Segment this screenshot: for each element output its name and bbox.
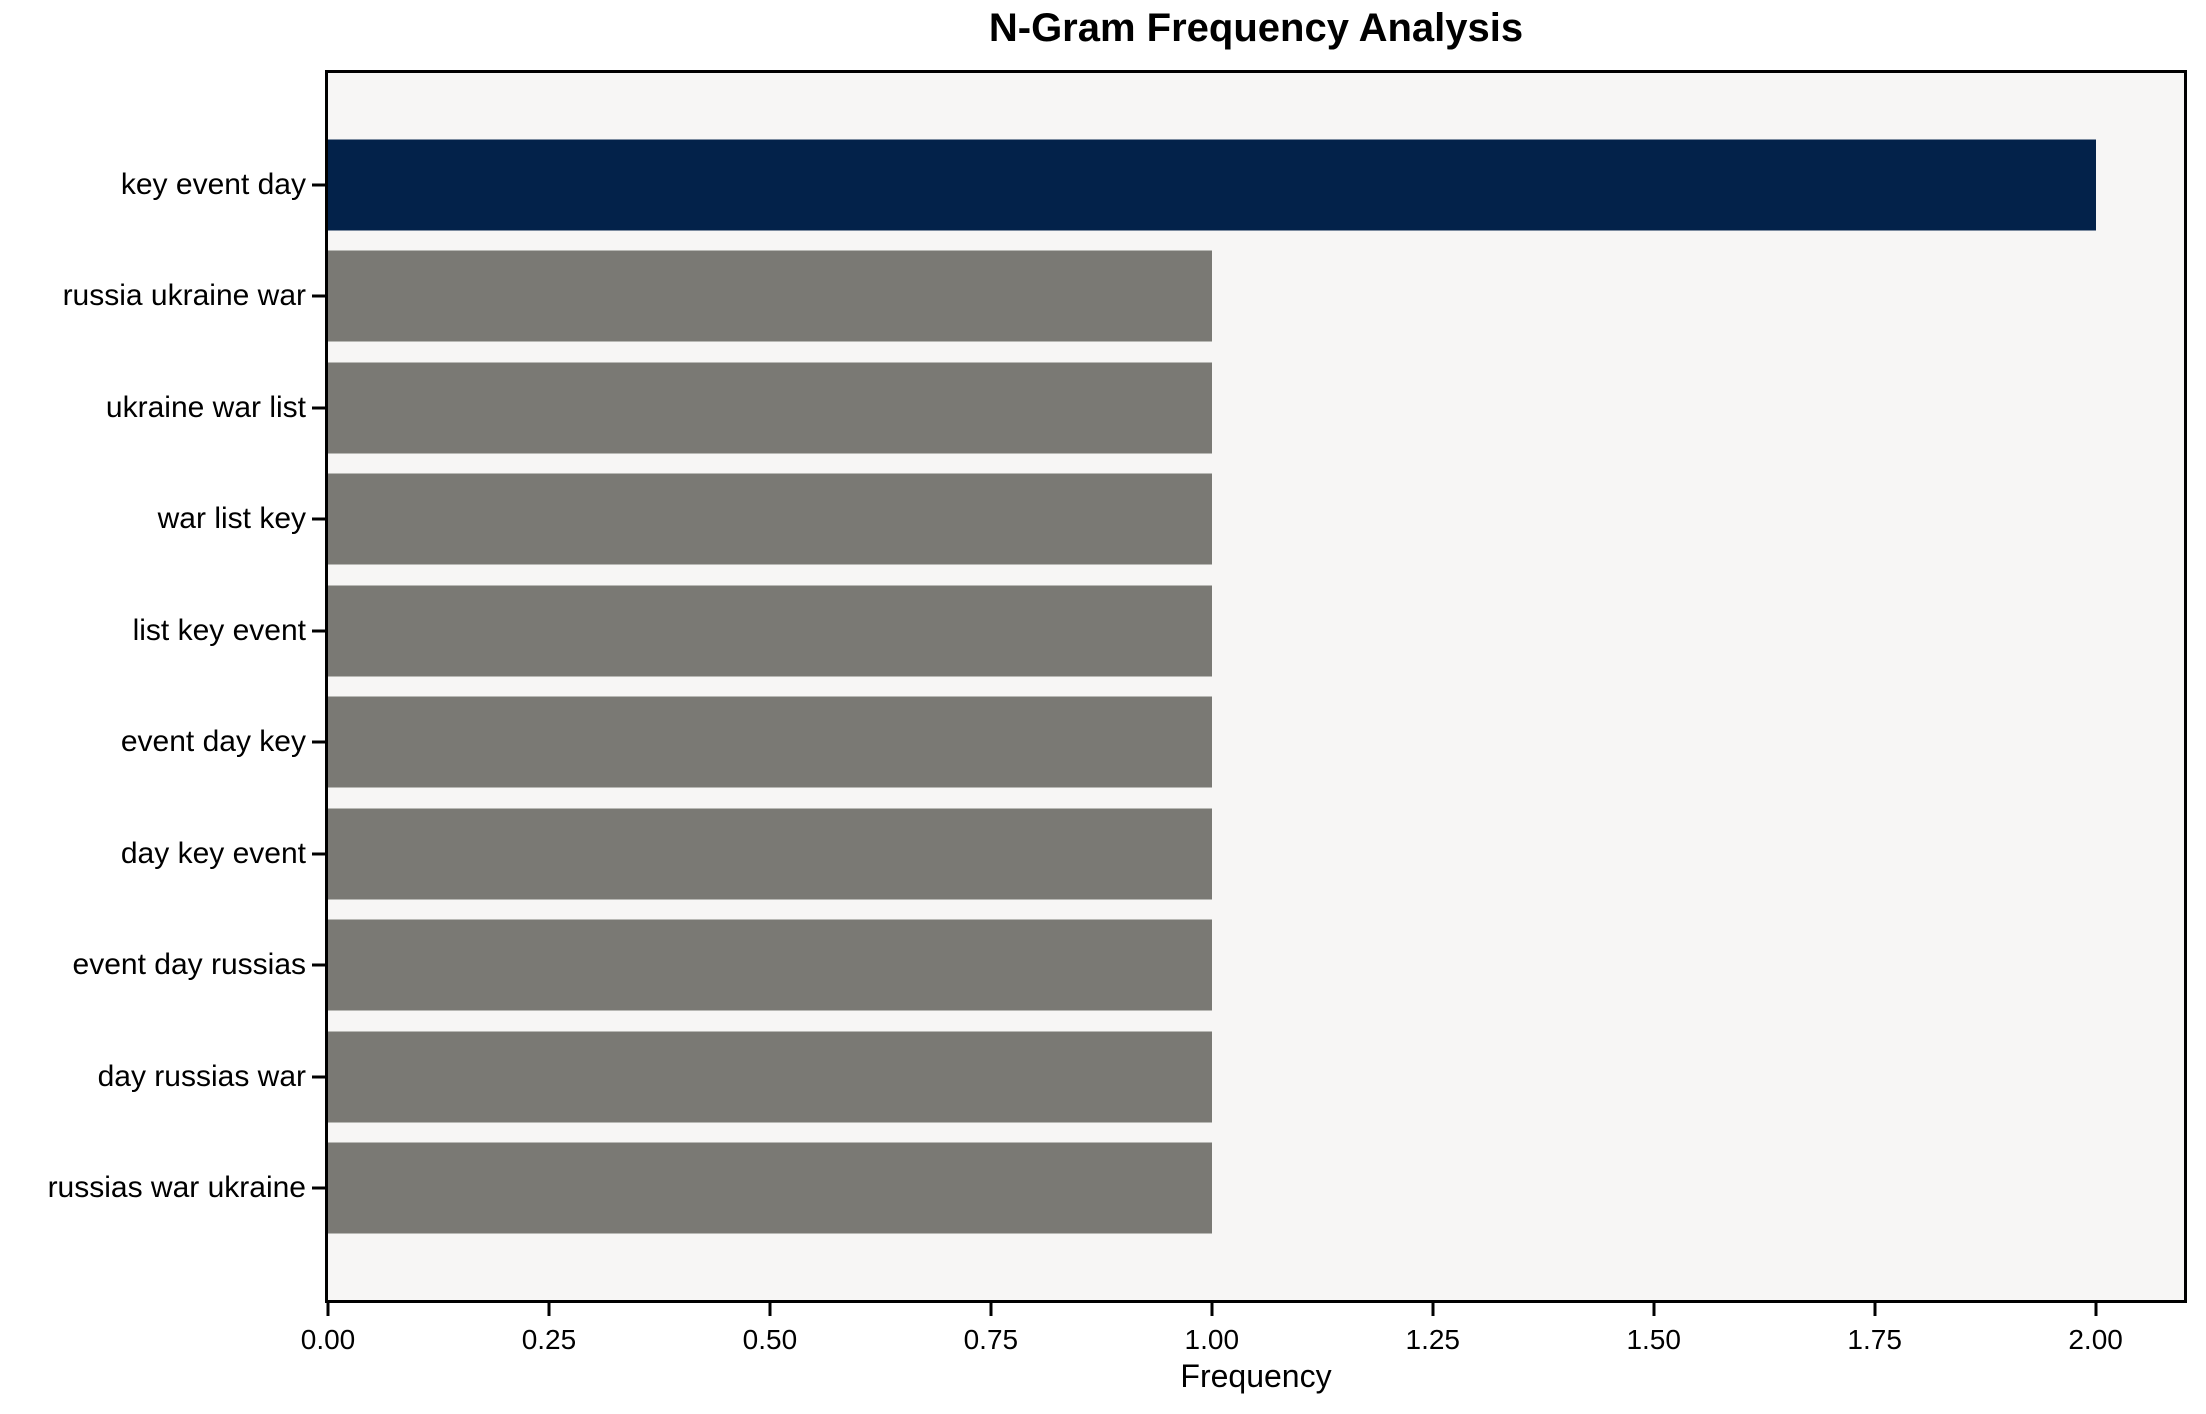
- x-tick-mark: [326, 1303, 330, 1316]
- y-tick-label: war list key: [157, 502, 306, 536]
- y-tick-label: russias war ukraine: [47, 1171, 306, 1205]
- bar: [328, 250, 1212, 342]
- x-tick-mark: [2094, 1303, 2098, 1316]
- y-tick-label: list key event: [132, 613, 306, 647]
- bar-row: russias war ukraine: [48, 1133, 2184, 1245]
- y-tick-mark: [312, 406, 325, 410]
- x-tick-label: 1.00: [1184, 1324, 1240, 1355]
- y-tick-label: day russias war: [97, 1059, 306, 1093]
- bar-row: event day russias: [73, 910, 2184, 1022]
- bar: [328, 1031, 1212, 1123]
- x-tick-label: 1.50: [1626, 1324, 1681, 1355]
- bar-row: event day key: [121, 687, 2184, 799]
- bar: [328, 919, 1212, 1011]
- x-tick-label: 0.00: [300, 1324, 356, 1355]
- bar: [328, 473, 1212, 565]
- bar: [328, 362, 1212, 454]
- x-tick-mark: [989, 1303, 993, 1316]
- bars-container: key event day russia ukraine war ukraine w…: [48, 73, 2184, 1300]
- x-tick-mark: [547, 1303, 551, 1316]
- y-tick-mark: [312, 629, 325, 633]
- y-tick-mark: [312, 294, 325, 298]
- bar-row: ukraine war list: [106, 352, 2184, 464]
- y-tick-mark: [312, 740, 325, 744]
- x-tick-mark: [1431, 1303, 1435, 1316]
- y-tick-label: event day key: [120, 725, 306, 759]
- y-tick-label: russia ukraine war: [62, 279, 306, 313]
- y-tick-label: event day russias: [72, 948, 306, 982]
- bar: [328, 808, 1212, 900]
- x-tick-label: 2.00: [2068, 1324, 2123, 1355]
- x-tick-mark: [1210, 1303, 1214, 1316]
- bar: [328, 696, 1212, 788]
- bar-row: list key event: [133, 575, 2184, 687]
- x-tick-mark: [768, 1303, 772, 1316]
- bar-row: russia ukraine war: [63, 241, 2184, 353]
- plot-area: key event day russia ukraine war ukraine w…: [48, 70, 2187, 1355]
- y-tick-mark: [312, 517, 325, 521]
- y-tick-mark: [312, 963, 325, 967]
- x-axis-label: Frequency: [1180, 1358, 1332, 1394]
- bar-row: day russias war: [98, 1021, 2184, 1133]
- y-tick-mark: [312, 183, 325, 187]
- bar-row: day key event: [121, 798, 2184, 910]
- y-tick-label: key event day: [120, 167, 306, 201]
- y-tick-label: ukraine war list: [105, 390, 306, 424]
- bar: [328, 1142, 1212, 1234]
- x-tick-label: 0.75: [963, 1324, 1019, 1355]
- x-tick-label: 0.25: [521, 1324, 577, 1355]
- x-tick-label: 0.50: [742, 1324, 798, 1355]
- y-tick-mark: [312, 852, 325, 856]
- y-tick-label: day key event: [120, 836, 306, 870]
- bar: [328, 139, 2096, 231]
- x-tick-mark: [1652, 1303, 1656, 1316]
- x-tick-label: 1.75: [1847, 1324, 1902, 1355]
- bar-row: key event day: [121, 129, 2184, 241]
- y-tick-mark: [312, 1186, 325, 1190]
- x-tick-mark: [1873, 1303, 1877, 1316]
- y-tick-mark: [312, 1075, 325, 1079]
- bar: [328, 585, 1212, 677]
- bar-row: war list key: [158, 464, 2184, 576]
- chart-title: N-Gram Frequency Analysis: [988, 6, 1524, 50]
- x-tick-label: 1.25: [1405, 1324, 1461, 1355]
